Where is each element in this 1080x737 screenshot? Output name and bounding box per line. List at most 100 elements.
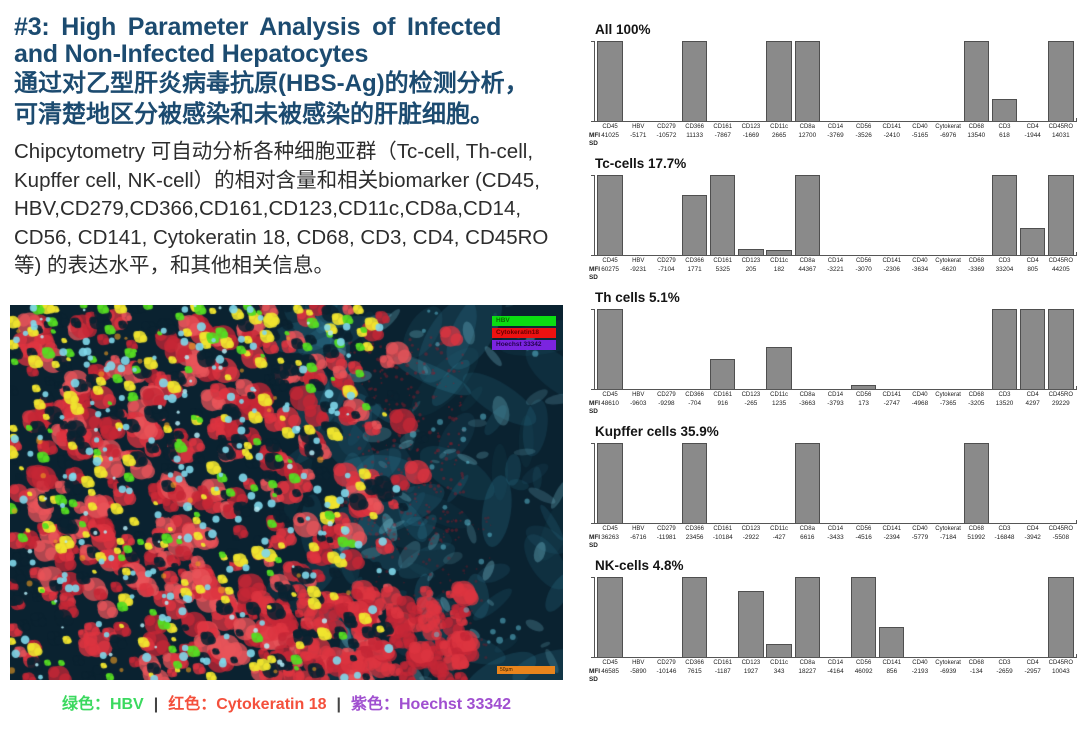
bar-cd11c [766, 644, 792, 657]
bar-slot [906, 309, 934, 389]
mfi-value: -3663 [799, 400, 816, 407]
bar-slot [990, 175, 1018, 255]
mfi-value: -3070 [855, 266, 872, 273]
x-label: CD14 [827, 258, 844, 264]
x-label: CD279 [657, 124, 676, 130]
row-header-mfi-sd: MFI SD [589, 266, 600, 281]
bar-slot [962, 309, 990, 389]
x-label: CD8a [799, 660, 815, 666]
mfi-value: -5508 [1052, 534, 1070, 541]
x-label: CD279 [657, 258, 676, 264]
x-label: CD3 [998, 526, 1011, 532]
mfi-value: 46585 [601, 668, 619, 675]
axis-tick [591, 523, 595, 524]
mfi-value: -3793 [827, 400, 844, 407]
bar-cd45 [597, 577, 623, 657]
chart-plot [591, 175, 1077, 256]
x-label: CD45 [602, 526, 618, 532]
mfi-value: -2193 [911, 668, 929, 675]
mfi-value: -704 [688, 400, 701, 407]
subtitle-line2: 可清楚地区分被感染和未被感染的肝脏细胞。 [14, 101, 494, 128]
mfi-value: -7184 [939, 534, 957, 541]
bar-cd11c [766, 250, 792, 255]
bar-slot [652, 577, 680, 657]
row-label-mfi: MFI [589, 400, 601, 407]
bar-slot [681, 41, 709, 121]
x-label: CD56 [855, 526, 872, 532]
x-label: Cytokerat [935, 124, 961, 130]
row-label-sd: SD [589, 407, 598, 415]
x-label: CD8a [799, 526, 815, 532]
mfi-value: -3369 [968, 266, 985, 273]
x-label: CD40 [912, 258, 928, 264]
x-label: CD366 [685, 392, 704, 398]
bar-slot [737, 443, 765, 523]
mfi-value: 51992 [967, 534, 986, 541]
row-header-mfi-sd: MFI SD [589, 668, 600, 683]
bar-cd4 [1019, 227, 1046, 255]
bar-slot [793, 41, 821, 121]
bar-cd161 [710, 175, 736, 255]
x-axis-labels: CD45 HBV CD279 CD366 CD161 CD123 CD11c CD8a CD14… [594, 526, 1077, 532]
x-label: Cytokerat [935, 660, 961, 666]
mfi-value: 36263 [601, 534, 619, 541]
caption-green: 绿色：HBV [61, 696, 144, 713]
chart-th-cells-5-1-: Th cells 5.1% CD45 HBV CD279 CD366 CD161 CD123… [589, 290, 1077, 415]
mfi-value: 10043 [1051, 668, 1070, 675]
mfi-values-row: MFI SD 46585 -5890 -10146 7615 -1187 1927 343 182… [589, 668, 1077, 683]
x-label: CD3 [998, 660, 1011, 666]
x-label: CD4 [1026, 526, 1039, 532]
mfi-value: -4164 [827, 668, 844, 675]
page-title-line2: and Non-Infected Hepatocytes [14, 40, 369, 68]
x-axis-labels: CD45 HBV CD279 CD366 CD161 CD123 CD11c CD8a CD14… [594, 258, 1077, 264]
mfi-value: 13520 [995, 400, 1014, 407]
bar-slot [737, 41, 765, 121]
mfi-value: -6620 [939, 266, 957, 273]
row-label-mfi: MFI [589, 668, 601, 675]
axis-tick [591, 657, 595, 658]
micrograph-canvas [10, 305, 563, 680]
mfi-value: 29229 [1051, 400, 1070, 407]
x-label: CD161 [713, 526, 733, 532]
mfi-value: 205 [745, 266, 757, 273]
mfi-value: -3433 [827, 534, 844, 541]
mfi-value: 41025 [601, 132, 619, 139]
page-title-line1: #3: High Parameter Analysis of Infected [14, 13, 502, 41]
x-label: CD123 [741, 526, 761, 532]
x-label: CD40 [912, 660, 928, 666]
x-label: HBV [632, 392, 645, 398]
mfi-value: 173 [858, 400, 869, 407]
axis-tick [591, 175, 595, 176]
chart-plot [591, 309, 1077, 390]
axis-tick [1076, 386, 1077, 390]
x-label: CD68 [968, 660, 984, 666]
chart-title: NK-cells 4.8% [595, 558, 684, 573]
mfi-value: -3221 [827, 266, 844, 273]
bar-slot [906, 175, 934, 255]
mfi-value: -5890 [630, 668, 647, 675]
x-label: CD279 [657, 392, 676, 398]
bar-slot [765, 175, 793, 255]
row-label-sd: SD [589, 675, 598, 683]
bar-cd45ro [1048, 41, 1074, 121]
bar-cd161 [710, 358, 736, 389]
x-label: CD40 [912, 526, 928, 532]
mfi-value: -10184 [712, 534, 733, 541]
bar-slot [962, 175, 990, 255]
mfi-value: 1771 [687, 266, 702, 273]
bar-slot [990, 443, 1018, 523]
mfi-value: 11133 [686, 132, 704, 139]
legend-row-hbv: HBV [492, 316, 556, 326]
mfi-value: -427 [772, 534, 786, 541]
chart-plot [591, 577, 1077, 658]
axis-tick [591, 255, 595, 256]
mfi-value: 805 [1027, 266, 1038, 273]
body-paragraph: Chipcytometry 可自动分析各种细胞亚群（Tc-cell, Th-ce… [14, 140, 549, 277]
bar-cd123 [738, 590, 764, 657]
bar-cd8a [794, 41, 820, 121]
bar-slot [934, 577, 962, 657]
mfi-value: -6939 [939, 668, 957, 675]
x-label: CD45 [602, 392, 618, 398]
mfi-values-row: MFI SD 36263 -6716 -11981 23456 -10184 -2922 -42… [589, 534, 1077, 549]
